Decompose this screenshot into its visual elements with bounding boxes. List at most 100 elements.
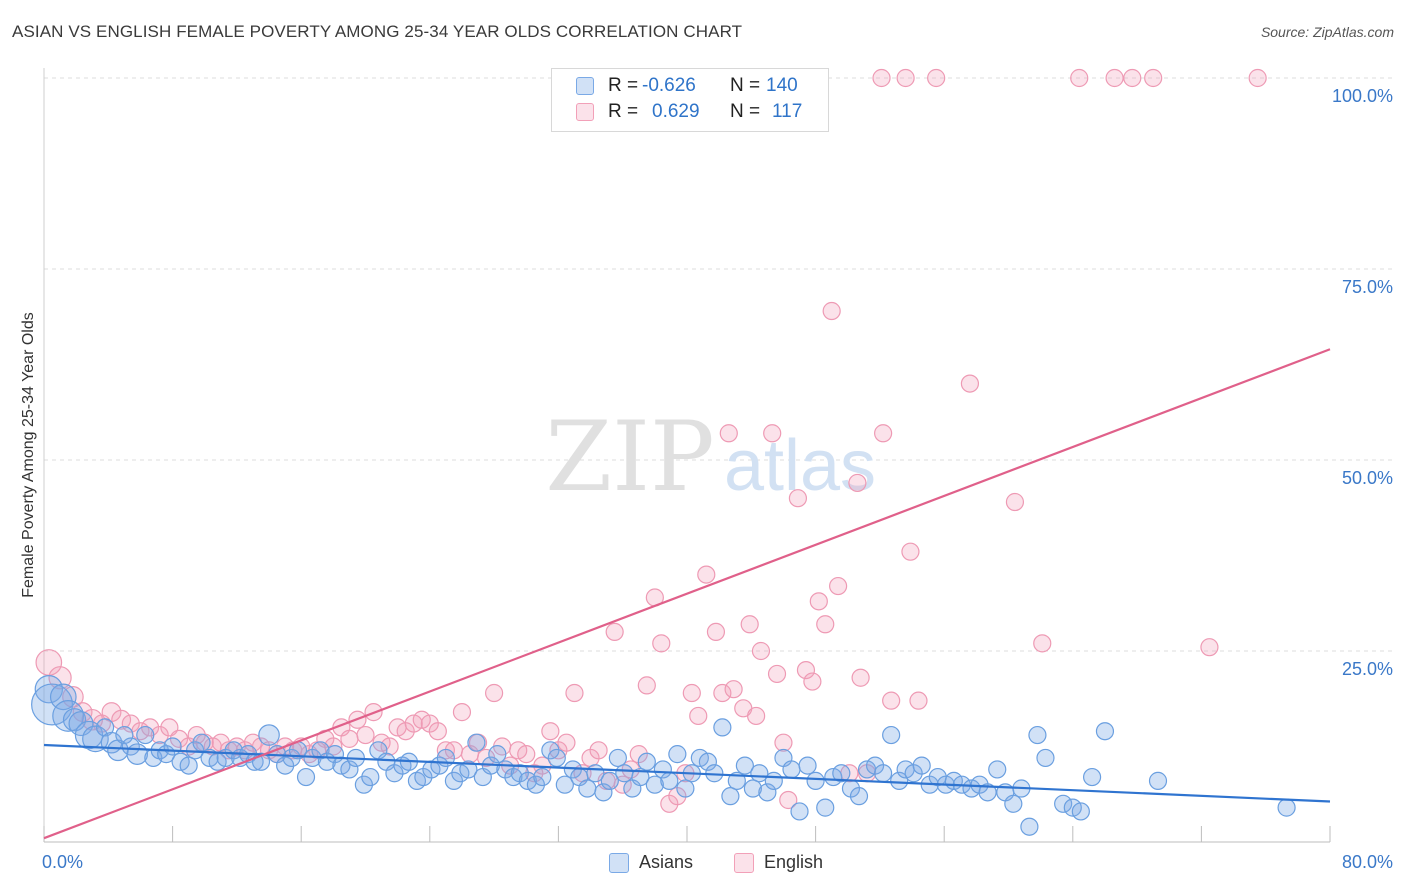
asian-point <box>1082 767 1102 787</box>
asian-point <box>361 767 380 787</box>
asian-point <box>645 775 664 794</box>
english-point <box>816 615 835 634</box>
english-point <box>1005 492 1025 512</box>
english-point <box>682 683 701 703</box>
english-point <box>1105 68 1124 88</box>
asian-point <box>698 752 717 771</box>
legend-label-english: English <box>764 852 824 872</box>
english-point <box>896 68 915 88</box>
english-point <box>872 68 891 88</box>
english-point <box>901 542 920 561</box>
asian-point <box>1277 798 1296 817</box>
asian-point <box>912 756 931 775</box>
watermark: ZIP atlas <box>545 401 876 513</box>
asian-point <box>34 675 64 704</box>
asian-point <box>311 741 330 760</box>
asian-point <box>126 743 149 765</box>
asian-point <box>874 764 893 783</box>
asian-point <box>637 752 656 771</box>
asian-point <box>798 756 817 775</box>
english-point <box>927 68 946 88</box>
n-label: N = <box>730 101 761 122</box>
english-point <box>428 722 447 741</box>
asian-point <box>882 725 901 745</box>
asian-point <box>631 767 650 787</box>
asian-point <box>676 779 695 798</box>
asian-point <box>978 783 997 802</box>
asian-point <box>578 779 597 798</box>
asian-point <box>594 783 613 802</box>
english-point <box>1123 68 1142 88</box>
english-point <box>829 576 848 596</box>
english-point <box>541 722 560 741</box>
english-point <box>909 691 928 710</box>
english-point <box>1200 638 1219 657</box>
english-point <box>803 672 822 691</box>
asian-point <box>758 783 777 802</box>
english-point <box>697 565 716 584</box>
english-point <box>48 666 72 690</box>
r-label: R = <box>608 75 639 96</box>
asian-point <box>488 745 507 764</box>
asian-point <box>467 733 486 752</box>
english-point <box>713 683 732 703</box>
asian-point <box>832 764 851 783</box>
english-point <box>1070 68 1089 88</box>
english-point <box>706 622 726 642</box>
n-label: N = <box>730 75 761 96</box>
axes <box>43 68 1331 843</box>
asian-point <box>296 767 316 787</box>
english-point <box>605 622 624 642</box>
asian-point <box>49 683 77 711</box>
english-trend-line <box>43 348 1331 840</box>
asian-point <box>1020 817 1039 836</box>
asian-point <box>547 748 566 768</box>
asian-point <box>735 756 754 775</box>
english-point <box>774 733 793 752</box>
y-tick-label: 100.0% <box>1331 86 1393 106</box>
english-swatch <box>734 853 754 873</box>
asian-point <box>1028 725 1047 745</box>
asian-point <box>721 787 740 806</box>
asian-point <box>988 760 1007 779</box>
english-point <box>1248 68 1267 88</box>
english-point <box>340 729 359 748</box>
english-point <box>565 683 584 703</box>
english-point <box>1144 68 1163 88</box>
english-point <box>848 473 867 493</box>
english-point <box>637 676 656 695</box>
n-value: 140 <box>766 75 798 96</box>
asian-point <box>258 724 280 746</box>
asian-point <box>668 745 687 764</box>
asian-point <box>354 775 373 794</box>
english-point <box>1033 634 1052 653</box>
asian-trend-line <box>43 743 1331 803</box>
asian-point <box>276 756 295 775</box>
english-point <box>380 737 399 756</box>
asian-point <box>1148 771 1168 790</box>
english-point <box>796 660 816 680</box>
asians-swatch <box>609 853 629 873</box>
asian-point <box>340 760 359 779</box>
asian-point <box>806 771 825 790</box>
asian-points <box>31 675 1296 836</box>
source-credit: Source: ZipAtlas.com <box>1260 24 1394 40</box>
english-point <box>822 301 841 321</box>
english-point <box>517 745 536 764</box>
n-value: 117 <box>772 101 803 122</box>
asian-point <box>459 760 478 779</box>
english-point <box>851 668 870 687</box>
asian-point <box>1071 802 1090 821</box>
english-point <box>557 733 576 752</box>
asian-point <box>31 683 74 726</box>
trend-lines <box>43 348 1331 840</box>
asian-point <box>282 748 301 768</box>
asian-point <box>615 764 634 783</box>
asian-point <box>526 775 545 794</box>
correlation-legend: R = -0.626 N = 140 R = 0.629 N = 117 <box>551 68 829 132</box>
chart-title: ASIAN VS ENGLISH FEMALE POVERTY AMONG 25… <box>12 22 743 41</box>
english-point <box>652 634 671 653</box>
english-point <box>751 641 771 661</box>
english-point <box>169 729 189 748</box>
